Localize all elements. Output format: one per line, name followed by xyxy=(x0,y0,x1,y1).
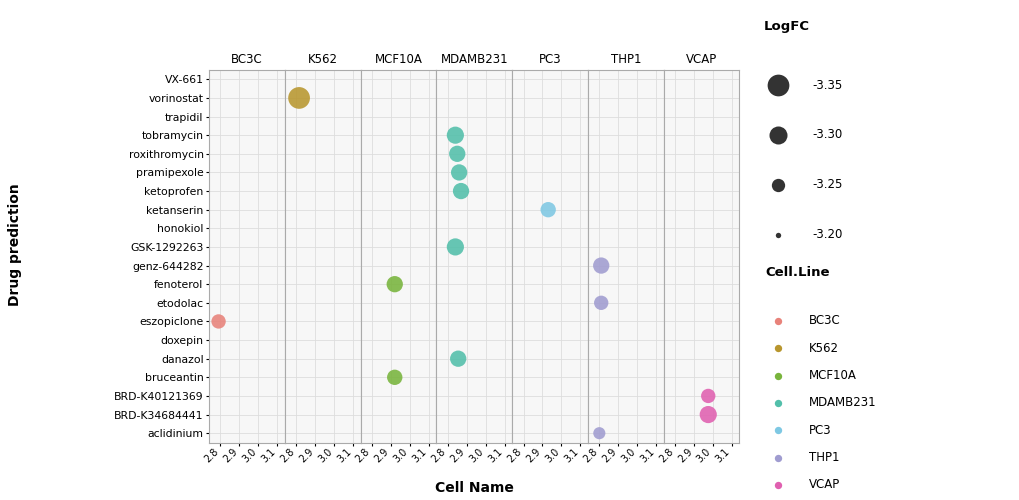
Text: BC3C: BC3C xyxy=(231,54,263,66)
Text: BC3C: BC3C xyxy=(808,314,840,328)
Text: Cell.Line: Cell.Line xyxy=(764,266,829,279)
Point xyxy=(386,374,403,382)
Point xyxy=(769,426,786,434)
Text: LogFC: LogFC xyxy=(763,20,809,32)
Text: -3.35: -3.35 xyxy=(812,78,842,92)
Text: K562: K562 xyxy=(308,54,337,66)
Point xyxy=(699,392,715,400)
Text: MCF10A: MCF10A xyxy=(374,54,422,66)
Point xyxy=(769,344,786,352)
Point xyxy=(699,410,715,418)
Text: THP1: THP1 xyxy=(808,451,839,464)
Point xyxy=(386,280,403,288)
Point xyxy=(769,317,786,325)
Point xyxy=(769,481,786,489)
Text: MDAMB231: MDAMB231 xyxy=(808,396,875,409)
Text: K562: K562 xyxy=(808,342,838,355)
Point xyxy=(592,299,608,307)
Text: VCAP: VCAP xyxy=(808,478,840,492)
Point xyxy=(769,372,786,380)
Point xyxy=(769,181,786,189)
Text: MCF10A: MCF10A xyxy=(808,369,856,382)
Text: THP1: THP1 xyxy=(610,54,641,66)
Point xyxy=(290,94,307,102)
Point xyxy=(449,354,466,362)
Point xyxy=(510,224,526,232)
Text: PC3: PC3 xyxy=(808,424,830,437)
Point xyxy=(446,243,463,251)
Point xyxy=(769,231,786,239)
Point xyxy=(591,429,607,437)
Point xyxy=(210,318,226,326)
Text: -3.20: -3.20 xyxy=(812,228,843,241)
Text: Drug prediction: Drug prediction xyxy=(8,184,22,306)
Text: VCAP: VCAP xyxy=(686,54,716,66)
Text: -3.25: -3.25 xyxy=(812,178,843,192)
Point xyxy=(769,81,786,89)
Point xyxy=(448,150,465,158)
Point xyxy=(539,206,555,214)
Point xyxy=(452,187,469,195)
Point xyxy=(446,131,463,139)
Point xyxy=(510,76,526,84)
Text: Cell Name: Cell Name xyxy=(434,481,514,495)
Point xyxy=(769,454,786,462)
Point xyxy=(450,168,467,176)
Text: MDAMB231: MDAMB231 xyxy=(440,54,507,66)
Point xyxy=(769,131,786,139)
Point xyxy=(769,399,786,407)
Text: PC3: PC3 xyxy=(538,54,560,66)
Text: -3.30: -3.30 xyxy=(812,128,842,141)
Point xyxy=(592,262,608,270)
